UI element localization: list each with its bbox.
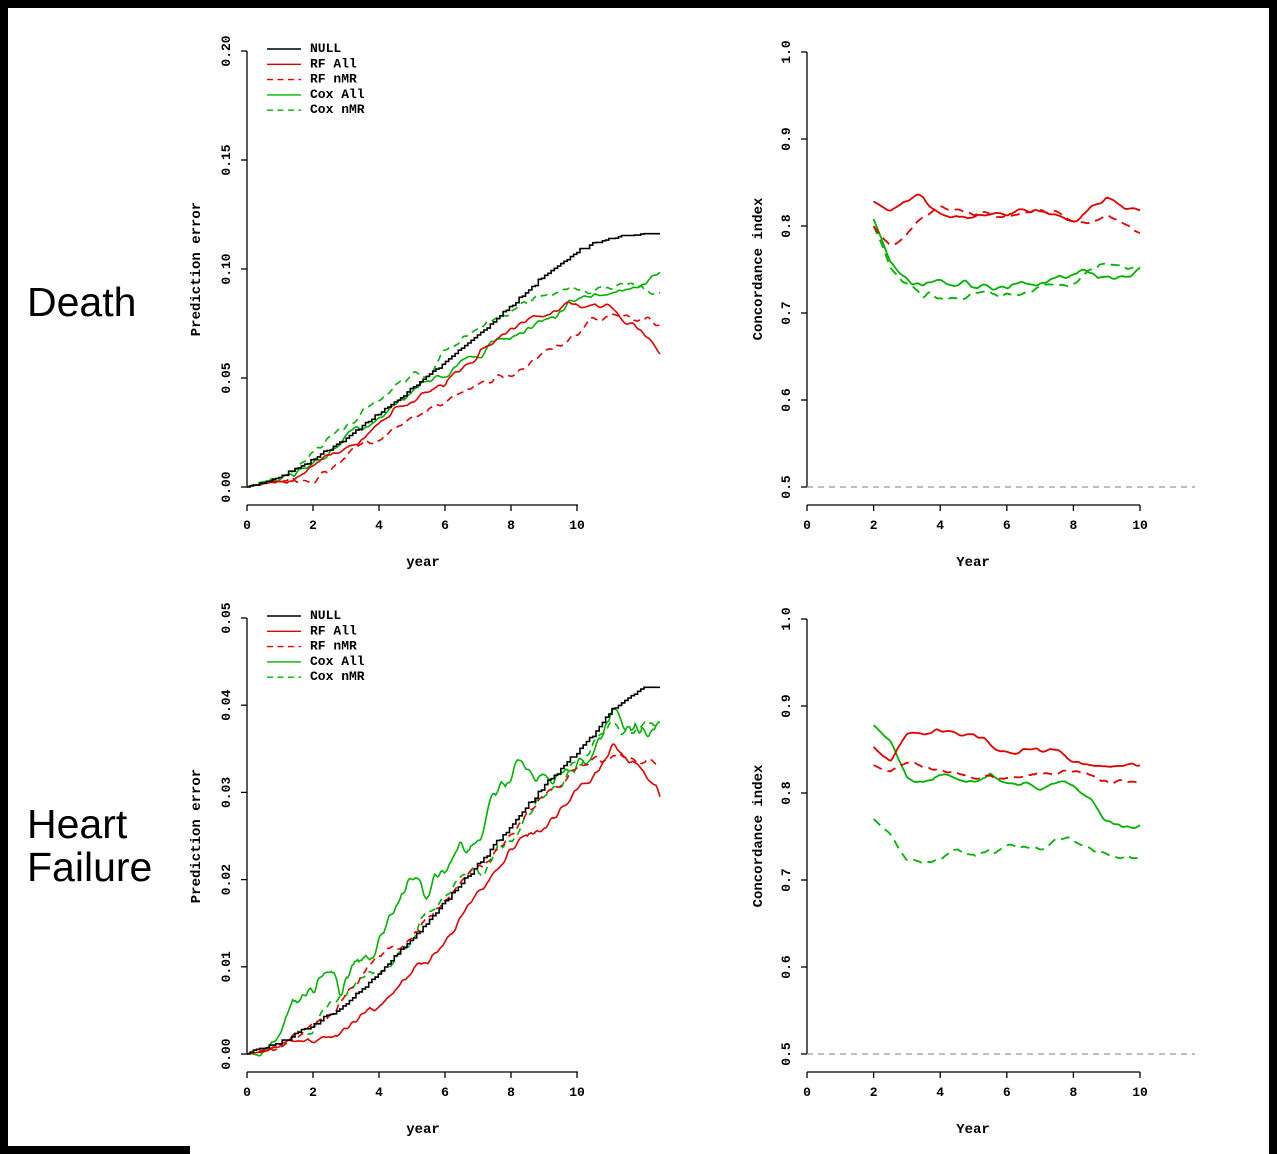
svg-text:0.5: 0.5 — [779, 1042, 794, 1066]
svg-text:Concordance index: Concordance index — [751, 197, 767, 340]
svg-text:0.6: 0.6 — [779, 955, 794, 979]
svg-text:Year: Year — [956, 555, 990, 571]
svg-text:0.05: 0.05 — [219, 602, 234, 633]
svg-text:2: 2 — [870, 518, 878, 533]
svg-text:NULL: NULL — [310, 608, 341, 623]
svg-text:10: 10 — [1132, 518, 1148, 533]
svg-text:0.00: 0.00 — [219, 1038, 234, 1069]
svg-text:0.03: 0.03 — [219, 777, 234, 808]
svg-text:0.20: 0.20 — [219, 35, 234, 66]
svg-text:4: 4 — [936, 518, 944, 533]
svg-text:0.02: 0.02 — [219, 864, 234, 895]
svg-text:Concordance index: Concordance index — [751, 764, 767, 907]
svg-text:8: 8 — [1069, 518, 1077, 533]
svg-text:6: 6 — [1003, 518, 1011, 533]
svg-text:RF nMR: RF nMR — [310, 639, 357, 654]
svg-text:1.0: 1.0 — [779, 40, 794, 64]
svg-text:0.6: 0.6 — [779, 388, 794, 412]
svg-text:year: year — [406, 555, 440, 571]
svg-text:year: year — [406, 1122, 440, 1138]
svg-text:2: 2 — [870, 1085, 878, 1100]
svg-text:0.01: 0.01 — [219, 951, 234, 982]
svg-text:2: 2 — [309, 518, 317, 533]
svg-text:0.04: 0.04 — [219, 689, 234, 720]
svg-text:6: 6 — [441, 518, 449, 533]
svg-text:0: 0 — [243, 518, 251, 533]
svg-text:2: 2 — [309, 1085, 317, 1100]
svg-text:Prediction error: Prediction error — [189, 202, 205, 336]
svg-text:0.10: 0.10 — [219, 253, 234, 284]
svg-text:0.9: 0.9 — [779, 127, 794, 151]
svg-text:4: 4 — [375, 1085, 383, 1100]
svg-text:10: 10 — [1132, 1085, 1148, 1100]
svg-text:Year: Year — [956, 1122, 990, 1138]
svg-text:RF nMR: RF nMR — [310, 72, 357, 87]
svg-text:8: 8 — [507, 518, 515, 533]
svg-text:Cox All: Cox All — [310, 87, 365, 102]
svg-text:0.7: 0.7 — [779, 301, 794, 324]
svg-text:NULL: NULL — [310, 41, 341, 56]
svg-text:0: 0 — [803, 1085, 811, 1100]
svg-text:0.05: 0.05 — [219, 362, 234, 393]
svg-text:Cox nMR: Cox nMR — [310, 669, 365, 684]
svg-text:0: 0 — [243, 1085, 251, 1100]
svg-text:Prediction error: Prediction error — [189, 769, 205, 903]
svg-text:0.9: 0.9 — [779, 694, 794, 718]
svg-text:0.7: 0.7 — [779, 868, 794, 891]
svg-text:Cox nMR: Cox nMR — [310, 102, 365, 117]
svg-text:10: 10 — [569, 518, 585, 533]
svg-text:Cox All: Cox All — [310, 654, 365, 669]
svg-text:10: 10 — [569, 1085, 585, 1100]
svg-text:0.5: 0.5 — [779, 475, 794, 499]
svg-text:6: 6 — [441, 1085, 449, 1100]
svg-text:0.8: 0.8 — [779, 214, 794, 238]
svg-text:4: 4 — [375, 518, 383, 533]
svg-text:0.15: 0.15 — [219, 144, 234, 175]
svg-text:4: 4 — [936, 1085, 944, 1100]
svg-text:RF All: RF All — [310, 623, 357, 638]
svg-text:0.00: 0.00 — [219, 471, 234, 502]
svg-text:RF All: RF All — [310, 56, 357, 71]
svg-text:6: 6 — [1003, 1085, 1011, 1100]
svg-text:8: 8 — [507, 1085, 515, 1100]
svg-text:0.8: 0.8 — [779, 781, 794, 805]
svg-text:1.0: 1.0 — [779, 607, 794, 631]
svg-text:8: 8 — [1069, 1085, 1077, 1100]
svg-text:0: 0 — [803, 518, 811, 533]
